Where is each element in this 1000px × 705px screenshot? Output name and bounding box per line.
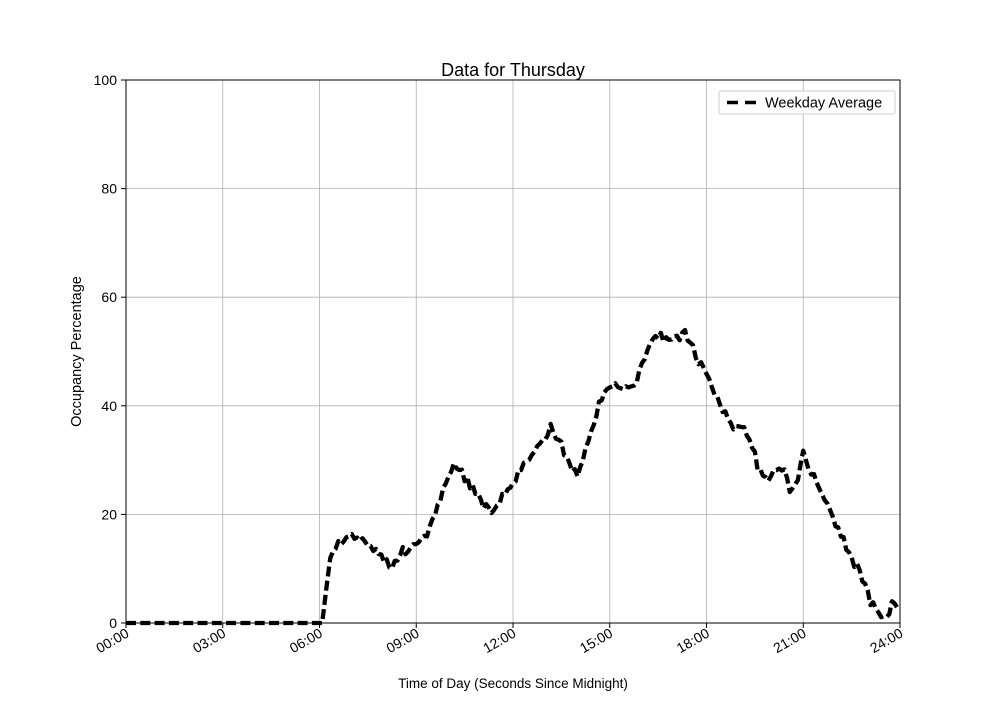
svg-text:40: 40 bbox=[101, 398, 117, 414]
svg-text:Occupancy Percentage: Occupancy Percentage bbox=[69, 276, 85, 427]
svg-text:Time of Day (Seconds Since Mid: Time of Day (Seconds Since Midnight) bbox=[398, 676, 628, 691]
svg-text:Data for Thursday: Data for Thursday bbox=[441, 60, 585, 80]
svg-text:60: 60 bbox=[101, 289, 117, 305]
svg-text:0: 0 bbox=[109, 615, 117, 631]
svg-text:80: 80 bbox=[101, 181, 117, 197]
svg-text:100: 100 bbox=[94, 72, 118, 88]
svg-text:Weekday Average: Weekday Average bbox=[765, 96, 882, 112]
svg-text:20: 20 bbox=[101, 506, 117, 522]
